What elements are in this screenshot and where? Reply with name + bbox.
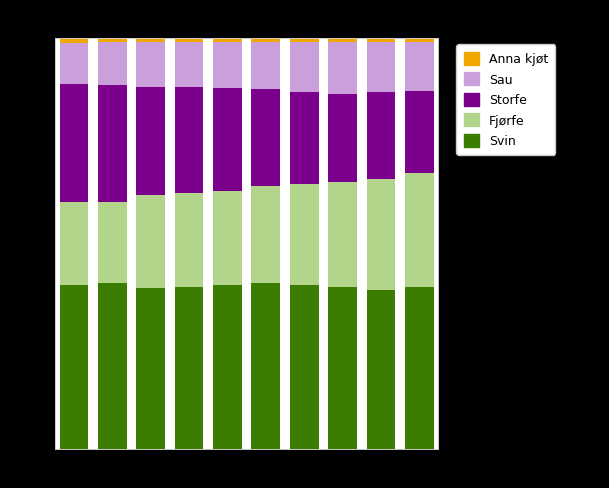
Bar <box>367 290 395 449</box>
Bar <box>175 43 203 88</box>
Bar <box>328 94 357 183</box>
Bar <box>367 93 395 180</box>
Bar <box>405 288 434 449</box>
Bar <box>60 203 88 285</box>
Bar <box>98 39 127 43</box>
Bar <box>98 203 127 283</box>
Bar <box>290 285 319 449</box>
Bar <box>213 285 242 449</box>
Bar <box>252 39 280 43</box>
Bar <box>290 39 319 43</box>
Bar <box>328 43 357 94</box>
Bar <box>405 43 434 92</box>
Bar <box>328 39 357 43</box>
Bar <box>213 89 242 191</box>
Bar <box>60 285 88 449</box>
Bar <box>213 191 242 285</box>
Bar <box>98 86 127 203</box>
Bar <box>175 194 203 287</box>
Bar <box>252 186 280 283</box>
Bar <box>328 287 357 449</box>
Bar <box>136 43 165 87</box>
Bar <box>213 39 242 43</box>
Bar <box>290 43 319 92</box>
Bar <box>136 196 165 288</box>
Bar <box>136 87 165 196</box>
Bar <box>405 174 434 288</box>
Bar <box>213 43 242 89</box>
Bar <box>405 92 434 174</box>
Bar <box>290 92 319 184</box>
Bar <box>98 283 127 449</box>
Bar <box>367 43 395 93</box>
Legend: Anna kjøt, Sau, Storfe, Fjørfe, Svin: Anna kjøt, Sau, Storfe, Fjørfe, Svin <box>456 45 555 156</box>
Bar <box>328 183 357 287</box>
Bar <box>252 90 280 186</box>
Bar <box>175 88 203 194</box>
Bar <box>290 184 319 285</box>
Bar <box>367 180 395 290</box>
Bar <box>60 44 88 85</box>
Bar <box>98 43 127 86</box>
Bar <box>175 287 203 449</box>
Bar <box>60 39 88 44</box>
Bar <box>175 39 203 43</box>
Bar <box>136 288 165 449</box>
Bar <box>405 39 434 43</box>
Bar <box>367 39 395 43</box>
Bar <box>252 43 280 90</box>
Bar <box>252 283 280 449</box>
Bar <box>136 39 165 43</box>
Bar <box>60 85 88 203</box>
